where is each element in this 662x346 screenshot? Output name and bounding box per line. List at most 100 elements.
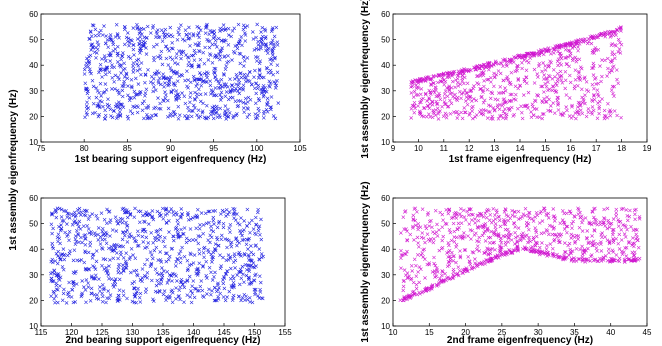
- scatter-point: [89, 71, 93, 76]
- scatter-point: [207, 220, 211, 225]
- scatter-point: [602, 207, 606, 212]
- scatter-point: [198, 92, 203, 97]
- scatter-point: [241, 64, 246, 68]
- scatter-point: [529, 110, 533, 114]
- scatter-point: [241, 83, 246, 88]
- scatter-point: [562, 227, 567, 231]
- scatter-point: [137, 220, 142, 225]
- scatter-point: [195, 43, 200, 48]
- scatter-point: [168, 55, 173, 60]
- scatter-point: [410, 269, 415, 273]
- scatter-point: [105, 269, 110, 273]
- scatter-point: [157, 288, 162, 293]
- scatter-point: [609, 30, 614, 34]
- scatter-point: [421, 96, 425, 101]
- scatter-point: [411, 79, 415, 83]
- scatter-point: [440, 225, 445, 230]
- scatter-point: [503, 208, 508, 212]
- scatter-point: [480, 111, 485, 116]
- scatter-point: [158, 234, 163, 239]
- scatter-point: [583, 257, 587, 262]
- scatter-point: [201, 250, 206, 255]
- scatter-point: [93, 33, 98, 38]
- scatter-point: [437, 248, 442, 253]
- scatter-point: [566, 54, 570, 59]
- scatter-point: [50, 212, 54, 217]
- scatter-point: [488, 104, 493, 108]
- scatter-point: [195, 113, 199, 117]
- scatter-point: [177, 96, 181, 101]
- scatter-point: [630, 250, 635, 255]
- scatter-point: [150, 214, 155, 219]
- scatter-point: [599, 32, 604, 36]
- scatter-point: [109, 114, 113, 118]
- y-tick-label: 50: [381, 36, 390, 45]
- scatter-point: [195, 215, 199, 220]
- scatter-point: [568, 51, 573, 56]
- scatter-point: [220, 208, 225, 213]
- scatter-point: [61, 291, 66, 296]
- scatter-point: [175, 232, 180, 237]
- scatter-point: [608, 113, 613, 118]
- scatter-point: [98, 81, 103, 86]
- scatter-point: [165, 269, 170, 274]
- scatter-point: [221, 72, 226, 76]
- scatter-point: [84, 110, 89, 115]
- scatter-point: [521, 93, 526, 97]
- scatter-point: [547, 87, 552, 92]
- scatter-point: [611, 227, 616, 232]
- scatter-point: [240, 43, 244, 48]
- scatter-point: [184, 32, 189, 37]
- scatter-point: [488, 96, 493, 101]
- scatter-point: [130, 85, 134, 90]
- scatter-point: [475, 81, 480, 85]
- scatter-point: [456, 71, 461, 76]
- scatter-point: [185, 278, 190, 283]
- scatter-point: [612, 258, 617, 263]
- scatter-point: [570, 104, 574, 109]
- scatter-point: [271, 114, 276, 118]
- scatter-point: [590, 243, 595, 248]
- scatter-point: [122, 75, 127, 79]
- scatter-point: [158, 56, 163, 61]
- scatter-point: [589, 254, 593, 259]
- scatter-point: [62, 287, 66, 292]
- scatter-point: [137, 48, 142, 53]
- scatter-point: [513, 225, 518, 229]
- scatter-point: [485, 77, 490, 82]
- scatter-point: [174, 55, 179, 60]
- scatter-point: [434, 282, 439, 287]
- scatter-point: [464, 95, 469, 99]
- scatter-point: [523, 247, 528, 251]
- scatter-point: [449, 101, 454, 106]
- scatter-point: [434, 94, 439, 99]
- scatter-point: [73, 300, 78, 304]
- scatter-point: [583, 101, 587, 106]
- scatter-point: [574, 246, 579, 251]
- scatter-point: [208, 53, 213, 58]
- scatter-point: [143, 80, 147, 85]
- scatter-point: [238, 99, 243, 103]
- scatter-point: [262, 109, 266, 114]
- scatter-point: [90, 46, 95, 50]
- scatter-point: [157, 71, 161, 75]
- scatter-point: [404, 252, 408, 257]
- scatter-point: [607, 225, 612, 230]
- scatter-point: [574, 57, 579, 62]
- scatter-point: [50, 211, 54, 216]
- scatter-point: [423, 276, 427, 280]
- scatter-point: [268, 41, 273, 46]
- scatter-point: [435, 234, 440, 238]
- scatter-point: [475, 65, 480, 70]
- scatter-point: [429, 286, 434, 291]
- scatter-point: [146, 104, 151, 108]
- scatter-point: [606, 29, 611, 34]
- scatter-point: [65, 222, 69, 226]
- scatter-points: [82, 22, 281, 121]
- scatter-point: [188, 100, 192, 105]
- scatter-point: [139, 72, 143, 77]
- scatter-point: [546, 251, 550, 255]
- scatter-point: [619, 227, 624, 232]
- scatter-point: [186, 211, 190, 215]
- scatter-point: [154, 283, 159, 288]
